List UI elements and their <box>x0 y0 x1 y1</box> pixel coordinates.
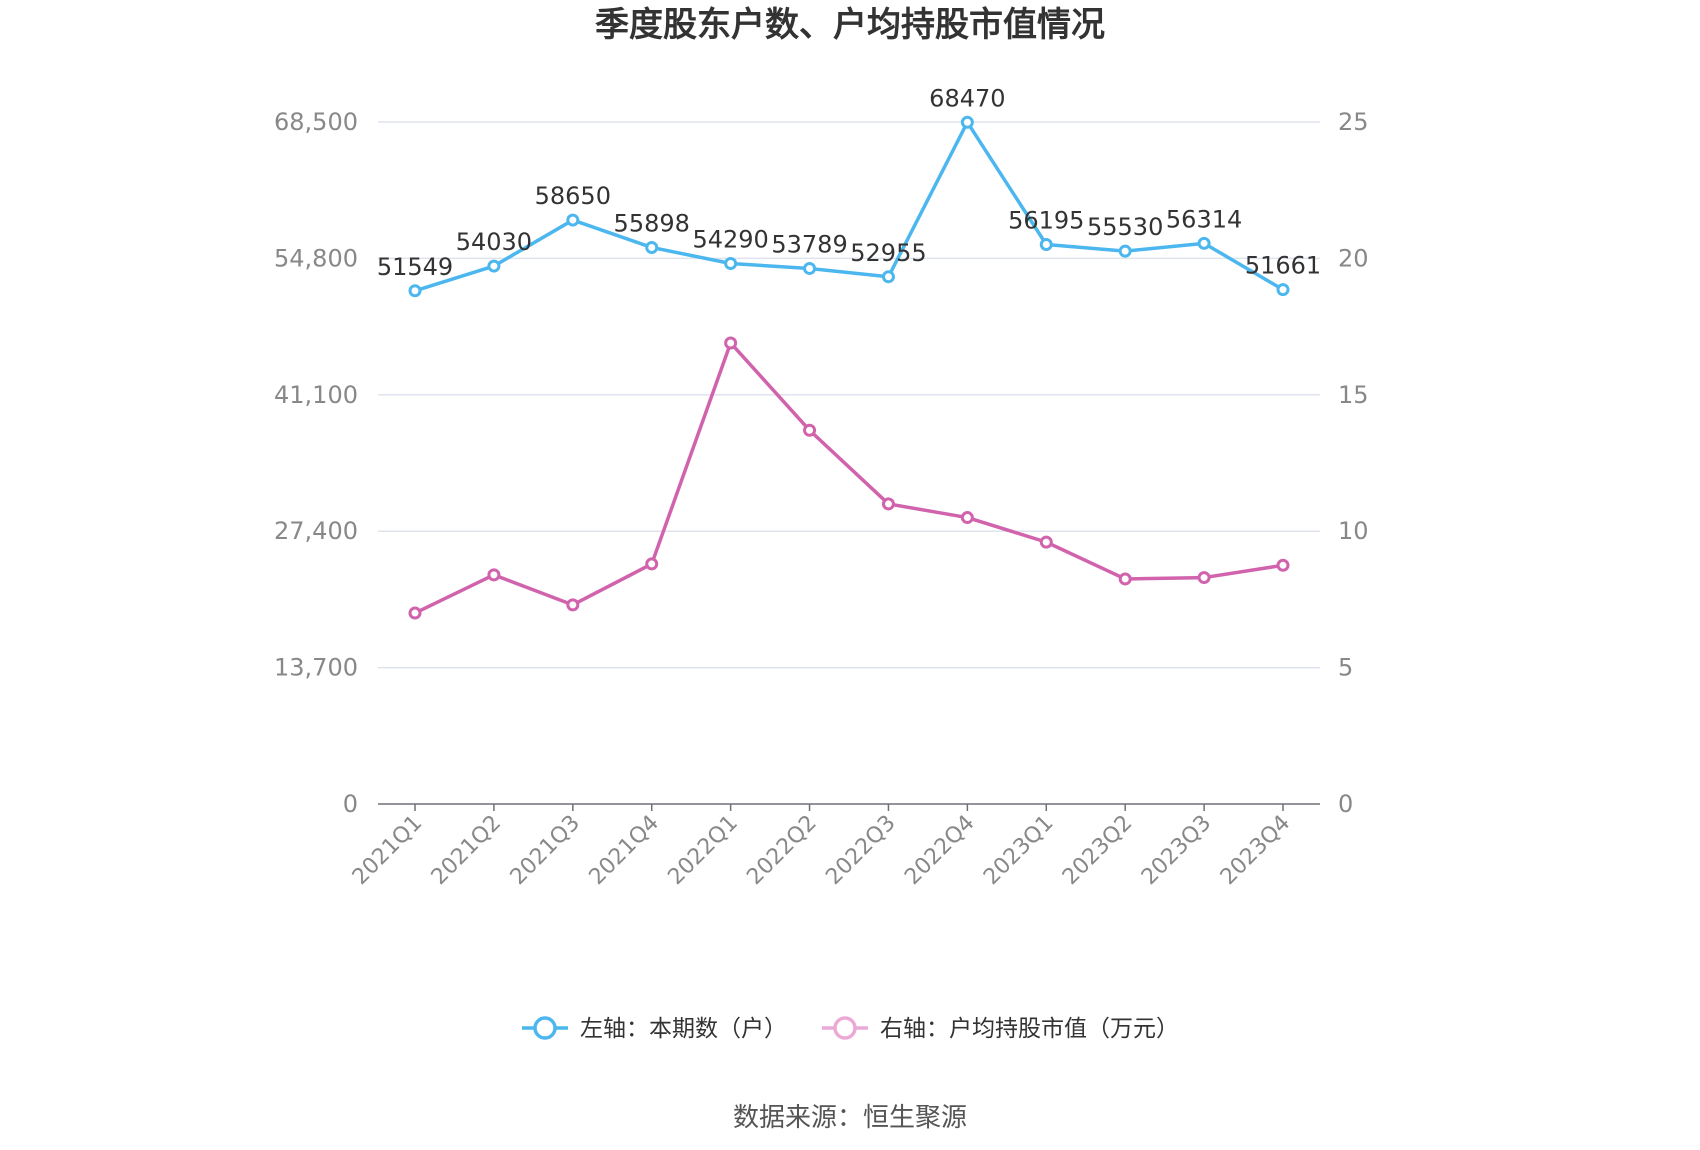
chart-title: 季度股东户数、户均持股市值情况 <box>595 5 1105 45</box>
legend[interactable]: 左轴：本期数（户） 右轴：户均持股市值（万元） <box>522 1016 1179 1042</box>
x-axis-tick-label: 2023Q1 <box>979 811 1058 890</box>
x-axis-tick-label: 2023Q4 <box>1216 811 1295 890</box>
data-label: 56195 <box>1008 207 1084 235</box>
x-axis-tick-label: 2023Q3 <box>1137 811 1216 890</box>
legend-item-1[interactable]: 左轴：本期数（户） <box>522 1016 787 1042</box>
series-2-point <box>960 511 974 525</box>
left-axis-tick-label: 0 <box>343 790 358 818</box>
left-axis-tick-label: 41,100 <box>274 381 358 409</box>
series-2-point <box>645 557 659 571</box>
x-axis-tick-label: 2022Q4 <box>900 811 979 890</box>
right-axis-tick-label: 0 <box>1338 790 1353 818</box>
data-label: 52955 <box>850 239 926 267</box>
series-2-point <box>724 336 738 350</box>
data-label: 54030 <box>456 228 532 256</box>
series-1-point <box>487 259 501 273</box>
data-label: 51661 <box>1245 252 1321 280</box>
grid-lines <box>378 121 1320 669</box>
left-axis-tick-label: 27,400 <box>274 517 358 545</box>
series-1-point <box>1197 236 1211 250</box>
right-axis-tick-label: 20 <box>1338 244 1369 272</box>
series-2-point <box>1118 572 1132 586</box>
data-label: 55898 <box>614 209 690 237</box>
data-label: 56314 <box>1166 205 1242 233</box>
data-label: 58650 <box>535 182 611 210</box>
data-label: 51549 <box>377 253 453 281</box>
series-1-point <box>1118 244 1132 258</box>
legend-marker-icon <box>833 1016 857 1040</box>
series-lines <box>408 115 1290 620</box>
x-axis-tick-label: 2022Q3 <box>821 811 900 890</box>
left-axis-tick-label: 13,700 <box>274 654 358 682</box>
x-axis-tick-label: 2023Q2 <box>1058 811 1137 890</box>
data-label: 68470 <box>929 84 1005 112</box>
source-text: 数据来源：恒生聚源 <box>733 1103 967 1133</box>
series-2-point <box>1197 571 1211 585</box>
right-axis-tick-label: 15 <box>1338 381 1369 409</box>
series-2-point <box>408 606 422 620</box>
legend-item-2[interactable]: 右轴：户均持股市值（万元） <box>822 1016 1179 1042</box>
data-label: 53789 <box>771 230 847 258</box>
series-2-point <box>566 598 580 612</box>
series-2-point <box>803 423 817 437</box>
x-axis-tick-label: 2021Q3 <box>506 811 585 890</box>
series-1-point <box>1039 238 1053 252</box>
series-1-point <box>803 261 817 275</box>
series-1-point <box>408 284 422 298</box>
right-axis-tick-label: 25 <box>1338 108 1369 136</box>
series-1-point <box>881 270 895 284</box>
legend-label: 右轴：户均持股市值（万元） <box>880 1016 1179 1042</box>
series-1-point <box>1276 283 1290 297</box>
series-1-point <box>724 256 738 270</box>
series-1-point <box>960 115 974 129</box>
series-1-point <box>566 213 580 227</box>
series-2-point <box>881 497 895 511</box>
left-axis-tick-label: 68,500 <box>274 108 358 136</box>
series-2-point <box>1276 558 1290 572</box>
data-label: 54290 <box>692 225 768 253</box>
legend-marker-icon <box>533 1016 557 1040</box>
x-axis-tick-label: 2021Q1 <box>348 811 427 890</box>
right-axis-tick-label: 10 <box>1338 517 1369 545</box>
x-axis-tick-label: 2021Q4 <box>585 811 664 890</box>
x-axis-tick-label: 2022Q1 <box>663 811 742 890</box>
x-axis-tick-label: 2022Q2 <box>742 811 821 890</box>
x-axis-tick-label: 2021Q2 <box>427 811 506 890</box>
series-1-point <box>645 240 659 254</box>
series-2-point <box>1039 535 1053 549</box>
series-line-2 <box>414 341 1284 615</box>
left-axis-tick-label: 54,800 <box>274 244 358 272</box>
legend-label: 左轴：本期数（户） <box>580 1016 787 1042</box>
data-label: 55530 <box>1087 213 1163 241</box>
series-line-1 <box>414 120 1284 293</box>
series-2-point <box>487 568 501 582</box>
right-axis-tick-label: 5 <box>1338 654 1353 682</box>
